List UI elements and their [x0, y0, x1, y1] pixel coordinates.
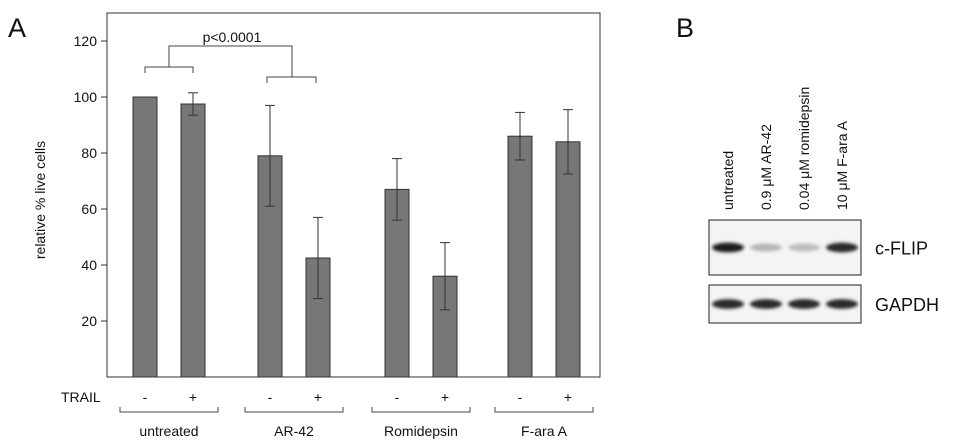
trail-signs: - + - + - + - +	[143, 389, 572, 405]
protein-label: GAPDH	[875, 295, 939, 315]
group-label: untreated	[139, 423, 198, 439]
blot-lane-label: untreated	[720, 151, 736, 210]
western-blot: c-FLIP GAPDH	[708, 219, 939, 324]
group-bracket	[244, 407, 344, 413]
significance-bracket: p<0.0001	[144, 29, 317, 83]
blot-lane-label: 0.9 μM AR-42	[758, 124, 774, 210]
blot-band	[750, 243, 782, 252]
bracket-top	[168, 45, 293, 77]
group-labels: untreated AR-42 Romidepsin F-ara A	[119, 407, 594, 439]
trail-sign: +	[564, 389, 572, 405]
bars	[132, 96, 581, 378]
panel-b-letter: B	[676, 13, 694, 43]
protein-label: c-FLIP	[875, 239, 928, 259]
blot-lane-label: 10 μM F-ara A	[834, 120, 850, 210]
y-tick-label: 100	[74, 89, 98, 105]
bar-f-ara-a-no-trail	[507, 135, 533, 378]
trail-sign: +	[189, 389, 197, 405]
trail-sign: +	[441, 389, 449, 405]
group-bracket	[494, 407, 594, 413]
trail-sign: -	[518, 389, 523, 405]
y-axis: 20 40 60 80 100 120	[74, 33, 107, 329]
trail-label: TRAIL	[61, 389, 101, 405]
bar-romidepsin-no-trail	[384, 188, 410, 378]
bracket-right	[266, 76, 317, 83]
blot-band	[826, 299, 858, 309]
p-value-label: p<0.0001	[203, 29, 262, 45]
y-tick-label: 40	[81, 257, 97, 273]
group-bracket	[119, 407, 219, 413]
blot-band	[788, 299, 820, 309]
bracket-left	[144, 66, 194, 73]
trail-sign: -	[143, 389, 148, 405]
blot-band	[788, 243, 820, 252]
blot-lane-labels: untreated 0.9 μM AR-42 0.04 μM romidepsin 1…	[720, 87, 850, 210]
group-label: F-ara A	[521, 423, 568, 439]
y-tick-label: 60	[81, 201, 97, 217]
group-label: Romidepsin	[384, 423, 458, 439]
blot-band	[712, 242, 744, 253]
y-axis-title: relative % live cells	[32, 141, 48, 259]
bar-untreated-no-trail	[132, 96, 158, 378]
plot-frame	[106, 12, 601, 378]
trail-sign: -	[268, 389, 273, 405]
blot-lane-label: 0.04 μM romidepsin	[796, 87, 812, 210]
error-bars	[188, 92, 573, 311]
blot-band	[712, 299, 744, 309]
y-tick-label: 20	[81, 313, 97, 329]
bar-f-ara-a-trail	[555, 141, 581, 378]
trail-sign: +	[314, 389, 322, 405]
group-bracket	[371, 407, 471, 413]
y-tick-label: 80	[81, 145, 97, 161]
group-label: AR-42	[274, 423, 314, 439]
y-tick-label: 120	[74, 33, 98, 49]
blot-band	[750, 299, 782, 309]
trail-sign: -	[395, 389, 400, 405]
bar-untreated-trail	[180, 103, 206, 378]
panel-a-letter: A	[8, 13, 26, 43]
blot-band	[826, 242, 858, 253]
